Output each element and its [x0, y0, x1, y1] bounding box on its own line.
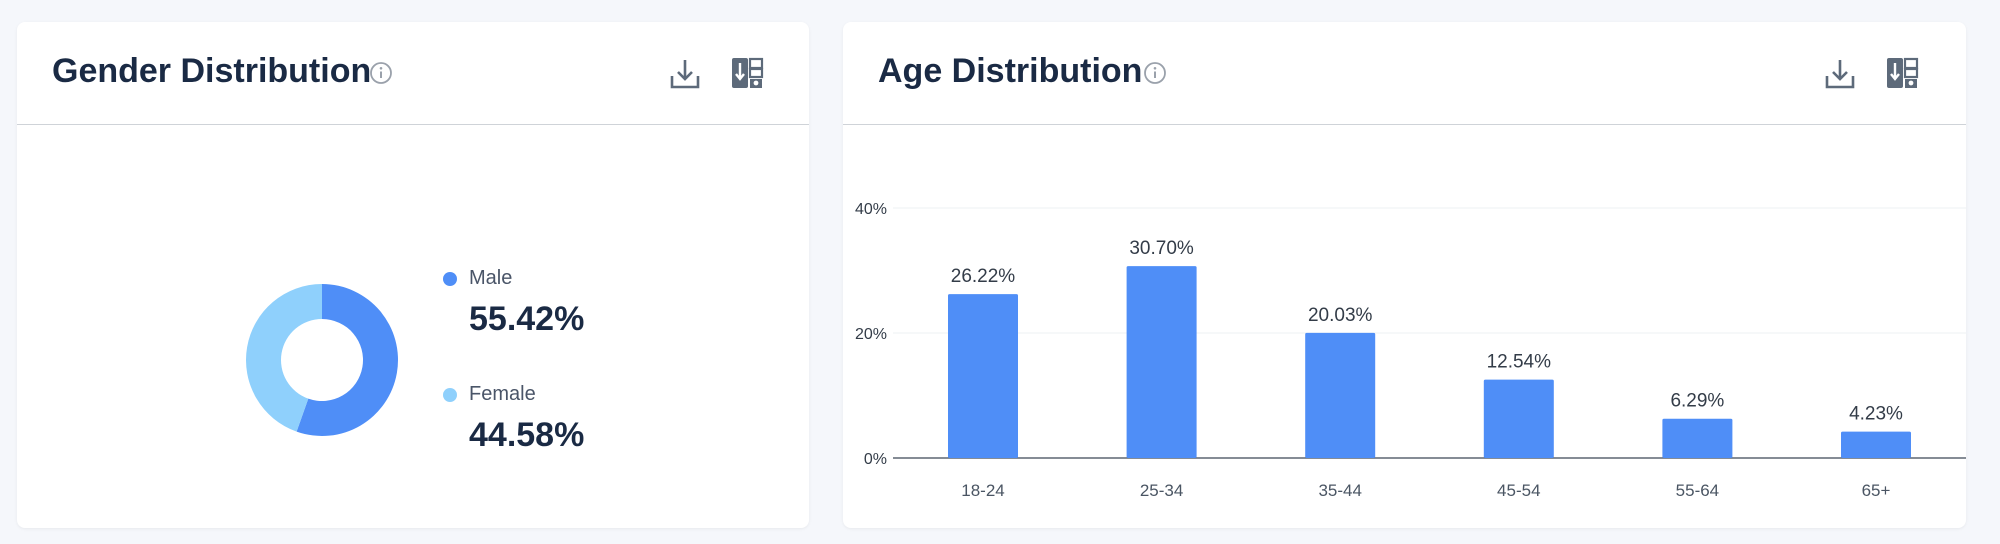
legend-value-female: 44.58% — [469, 416, 585, 454]
legend-dot-male — [443, 272, 457, 286]
bar-65+[interactable] — [1841, 431, 1911, 458]
bar-value-label: 4.23% — [1849, 404, 1903, 425]
y-tick-label: 40% — [855, 201, 887, 218]
download-icon[interactable] — [1823, 56, 1857, 92]
age-bar-chart: 0% 20% 40% 26.22% 18-24 30.70% 25-34 20.03% 35-4… — [855, 201, 1966, 500]
bar-value-label: 20.03% — [1308, 305, 1373, 326]
card-title: Gender Distribution — [52, 52, 372, 90]
bar-value-label: 30.70% — [1129, 238, 1194, 259]
card-title: Age Distribution — [878, 52, 1143, 90]
gender-donut-chart — [246, 284, 398, 436]
x-tick-label: 35-44 — [1318, 481, 1361, 500]
donut-slice-female[interactable] — [246, 284, 322, 432]
y-tick-label: 20% — [855, 326, 887, 343]
bar-35-44[interactable] — [1305, 332, 1376, 458]
card-header: Gender Distribution — [17, 22, 809, 125]
export-table-icon[interactable] — [1886, 56, 1920, 92]
gender-distribution-card: Gender Distribution Male 55.42% Female 4… — [17, 22, 809, 528]
legend-label-female: Female — [469, 383, 536, 405]
x-tick-label: 55-64 — [1676, 481, 1719, 500]
legend-dot-female — [443, 388, 457, 402]
age-distribution-card: Age Distribution 0% 20% 40% 26.22% 18-24 30.7… — [843, 22, 1966, 528]
bar-18-24[interactable] — [948, 294, 1018, 458]
y-tick-label: 0% — [864, 451, 887, 468]
bar-45-54[interactable] — [1483, 379, 1554, 458]
donut-slice-male[interactable] — [296, 284, 398, 436]
legend-label-male: Male — [469, 267, 513, 289]
x-tick-label: 25-34 — [1140, 481, 1183, 500]
x-tick-label: 18-24 — [961, 481, 1004, 500]
info-icon[interactable] — [1143, 61, 1167, 85]
info-icon[interactable] — [369, 61, 393, 85]
bar-25-34[interactable] — [1126, 266, 1197, 458]
export-table-icon[interactable] — [731, 56, 765, 92]
x-tick-label: 45-54 — [1497, 481, 1540, 500]
legend-value-male: 55.42% — [469, 300, 585, 338]
x-tick-label: 65+ — [1862, 481, 1891, 500]
bar-value-label: 6.29% — [1670, 391, 1724, 412]
bar-value-label: 26.22% — [951, 266, 1016, 287]
download-icon[interactable] — [668, 56, 702, 92]
bar-55-64[interactable] — [1662, 418, 1733, 458]
bar-value-label: 12.54% — [1487, 352, 1552, 373]
card-header: Age Distribution — [843, 22, 1966, 125]
